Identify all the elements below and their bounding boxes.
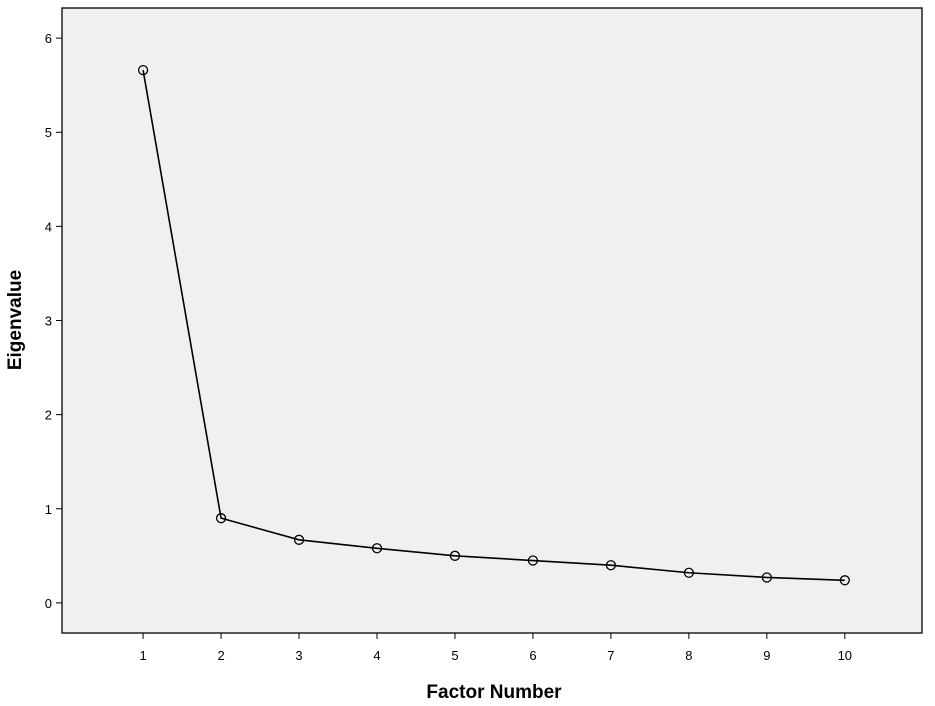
plot-area bbox=[61, 7, 923, 634]
marker bbox=[605, 560, 617, 571]
marker bbox=[293, 534, 305, 545]
marker bbox=[371, 543, 383, 554]
y-tick-label: 4 bbox=[45, 219, 52, 234]
x-tick-label: 9 bbox=[763, 648, 770, 663]
marker bbox=[137, 64, 149, 76]
y-axis-title: Eigenvalue bbox=[5, 270, 26, 370]
marker bbox=[215, 513, 227, 524]
x-tick-label: 1 bbox=[139, 648, 146, 663]
series-line bbox=[142, 69, 845, 582]
x-tick-label: 10 bbox=[838, 648, 852, 663]
x-tick-label: 6 bbox=[529, 648, 536, 663]
x-tick-label: 7 bbox=[607, 648, 614, 663]
marker bbox=[683, 567, 695, 578]
x-axis-title: Factor Number bbox=[426, 682, 562, 703]
x-tick-label: 2 bbox=[217, 648, 224, 663]
y-tick-label: 0 bbox=[45, 596, 52, 611]
x-tick-label: 4 bbox=[373, 648, 380, 663]
y-tick-label: 1 bbox=[45, 502, 52, 517]
y-tick-label: 3 bbox=[45, 314, 52, 329]
y-tick-label: 2 bbox=[45, 408, 52, 423]
marker bbox=[449, 550, 461, 561]
marker bbox=[839, 575, 850, 586]
x-tick-label: 8 bbox=[685, 648, 692, 663]
marker bbox=[527, 555, 539, 566]
x-tick-label: 3 bbox=[295, 648, 302, 663]
y-tick-label: 5 bbox=[45, 125, 52, 140]
y-tick-label: 6 bbox=[45, 31, 52, 46]
x-tick-label: 5 bbox=[451, 648, 458, 663]
marker bbox=[761, 572, 772, 583]
